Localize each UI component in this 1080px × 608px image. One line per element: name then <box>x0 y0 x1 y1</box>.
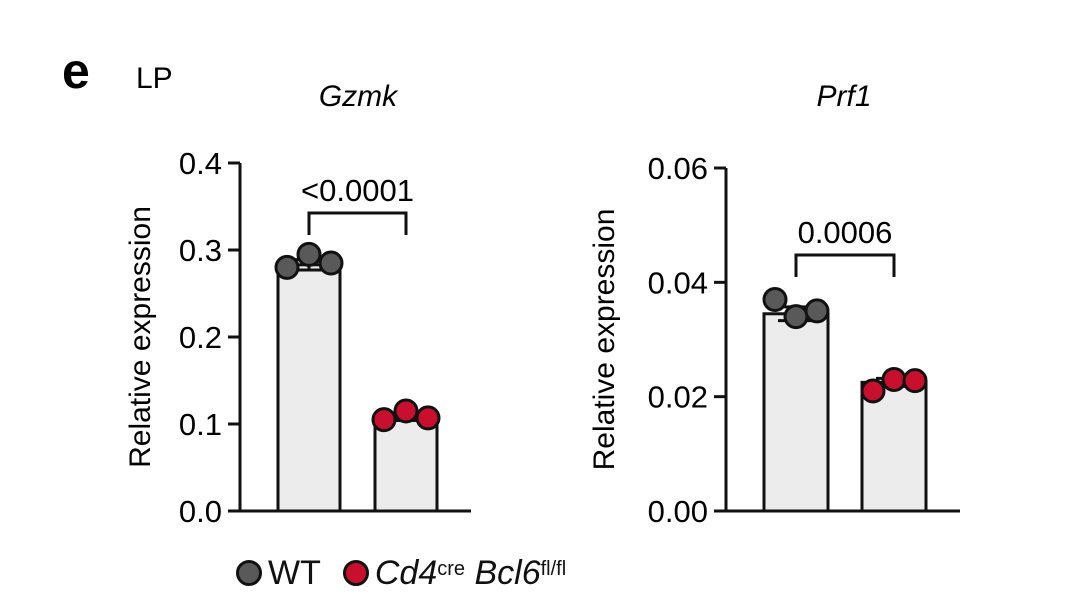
data-point <box>274 254 300 280</box>
data-point <box>902 368 928 394</box>
legend-label-wt: WT <box>268 553 321 592</box>
data-point <box>318 250 344 276</box>
y-tick-label: 0.00 <box>648 494 708 529</box>
y-tick-label: 0.02 <box>648 380 708 415</box>
legend-item-ko: Cd4 cre Bcl6 fl/fl <box>342 553 567 593</box>
legend-marker-ko <box>342 560 369 586</box>
legend-item-wt: WT <box>236 554 321 593</box>
significance-bracket <box>307 211 408 235</box>
chart-prf1: Prf1 Relative expression 0.00 0.02 0.04 0.06 0… <box>588 80 960 529</box>
data-point <box>783 304 809 330</box>
y-tick-label: 0.2 <box>179 320 222 355</box>
panel-label: LP <box>136 62 173 95</box>
chart-title: Gzmk <box>319 80 399 113</box>
data-point <box>881 367 907 393</box>
data-point <box>371 407 397 433</box>
bar <box>762 312 830 513</box>
data-point <box>296 241 322 267</box>
chart-title: Prf1 <box>816 80 871 113</box>
legend-label-ko-sup1: cre <box>437 557 466 580</box>
significance-bracket <box>794 253 896 277</box>
y-tick-label: 0.1 <box>179 407 222 442</box>
legend-label-ko-main: Cd4 <box>374 553 438 592</box>
y-tick-label: 0.4 <box>179 146 222 181</box>
legend-label-ko-gene: Bcl6 <box>474 553 541 592</box>
y-tick-label: 0.0 <box>179 494 222 529</box>
y-axis-label: Relative expression <box>588 209 621 471</box>
y-tick-label: 0.04 <box>648 265 708 300</box>
y-tick-label: 0.06 <box>648 151 708 186</box>
panel-letter: e <box>62 43 90 99</box>
bar <box>276 263 342 513</box>
legend-label-ko-sup2: fl/fl <box>540 557 567 580</box>
data-point <box>860 378 886 404</box>
legend: WT Cd4 cre Bcl6 fl/fl <box>236 553 588 593</box>
y-tick-label: 0.3 <box>179 233 222 268</box>
p-value-label: 0.0006 <box>798 215 893 250</box>
chart-gzmk: Gzmk Relative expression 0.0 0.1 0.2 0.3 0.4 <0… <box>124 80 471 529</box>
data-point <box>804 298 830 324</box>
legend-marker-wt <box>236 560 262 586</box>
data-point <box>415 405 441 431</box>
data-point <box>393 398 419 424</box>
data-point <box>762 286 788 312</box>
p-value-label: <0.0001 <box>301 173 414 208</box>
y-axis-label: Relative expression <box>124 206 157 468</box>
